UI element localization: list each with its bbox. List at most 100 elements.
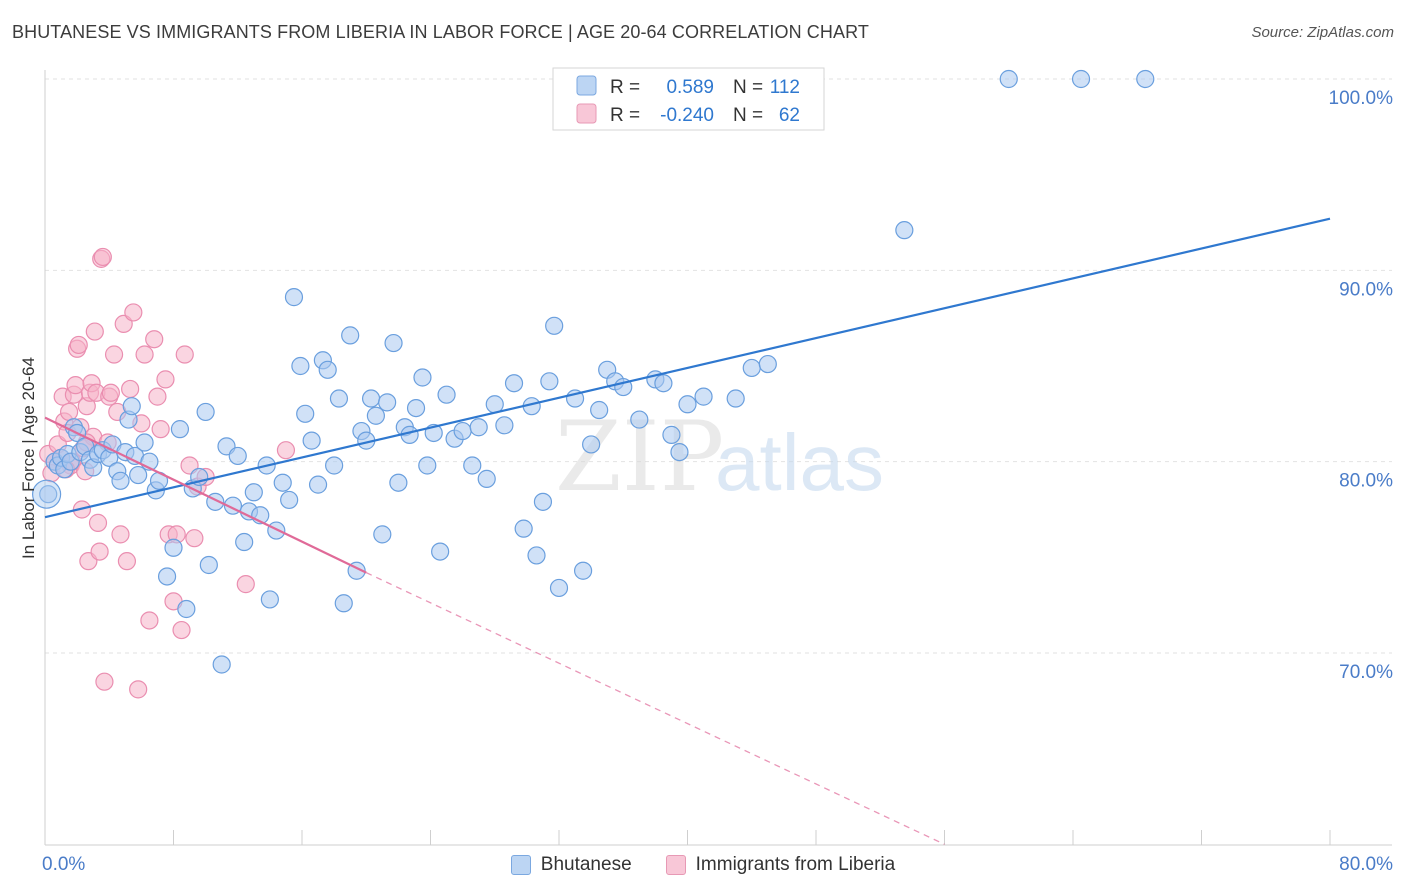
point-liberia-40 bbox=[124, 303, 143, 322]
grid-lines bbox=[45, 78, 1392, 654]
bottom-legend-swatch-bhutanese bbox=[510, 855, 531, 875]
point-liberia-39 bbox=[121, 379, 140, 399]
point-bhutanese-82 bbox=[477, 469, 496, 488]
point-bhutanese-90 bbox=[540, 372, 559, 391]
point-bhutanese-23 bbox=[129, 465, 148, 485]
point-bhutanese-51 bbox=[291, 356, 310, 376]
legend-r-label-b: R = bbox=[610, 105, 640, 126]
point-bhutanese-57 bbox=[325, 456, 344, 475]
bottom-legend-liberia: Immigrants from Liberia bbox=[665, 854, 896, 876]
point-liberia-29 bbox=[93, 247, 112, 267]
point-bhutanese-103 bbox=[662, 425, 681, 444]
trend-line-liberia bbox=[44, 416, 367, 574]
point-bhutanese-106 bbox=[694, 387, 713, 406]
point-bhutanese-58 bbox=[329, 389, 349, 408]
point-liberia-14 bbox=[69, 335, 88, 355]
y-tick-label-1: 80.0% bbox=[1339, 471, 1393, 492]
point-bhutanese-28 bbox=[157, 567, 177, 586]
trend-lines bbox=[44, 217, 1331, 845]
point-bhutanese-111 bbox=[999, 69, 1018, 89]
legend-n-value-a: 112 bbox=[770, 77, 800, 98]
y-tick-label-3: 100.0% bbox=[1329, 88, 1394, 109]
point-bhutanese-large bbox=[32, 479, 62, 509]
point-bhutanese-30 bbox=[170, 420, 190, 439]
point-bhutanese-37 bbox=[212, 655, 231, 674]
point-bhutanese-88 bbox=[527, 546, 546, 565]
point-bhutanese-86 bbox=[514, 519, 533, 538]
point-bhutanese-85 bbox=[504, 374, 524, 393]
chart-source: Source: ZipAtlas.com bbox=[1251, 24, 1394, 41]
watermark-atlas: atlas bbox=[715, 418, 884, 507]
point-bhutanese-96 bbox=[590, 400, 609, 420]
point-liberia-45 bbox=[145, 330, 164, 349]
point-bhutanese-18 bbox=[111, 471, 130, 490]
point-bhutanese-89 bbox=[533, 492, 553, 511]
point-bhutanese-102 bbox=[654, 374, 673, 393]
point-liberia-48 bbox=[156, 370, 175, 389]
point-bhutanese-54 bbox=[308, 475, 328, 494]
point-bhutanese-91 bbox=[545, 316, 564, 335]
legend-r-value-a: 0.589 bbox=[666, 77, 714, 98]
point-bhutanese-49 bbox=[280, 490, 299, 510]
point-bhutanese-80 bbox=[463, 456, 482, 475]
legend-n-value-b: 62 bbox=[779, 105, 800, 126]
point-bhutanese-84 bbox=[495, 416, 514, 435]
point-liberia-44 bbox=[140, 611, 159, 630]
point-bhutanese-31 bbox=[177, 599, 196, 619]
point-bhutanese-48 bbox=[273, 473, 292, 492]
x-tick-labels: 0.0% 80.0% bbox=[42, 854, 1393, 875]
x-tick-label-0: 0.0% bbox=[42, 854, 85, 875]
bottom-legend-label-liberia: Immigrants from Liberia bbox=[695, 854, 896, 875]
point-bhutanese-68 bbox=[384, 333, 403, 353]
point-bhutanese-108 bbox=[742, 358, 761, 378]
bottom-legend: Bhutanese Immigrants from Liberia bbox=[0, 850, 1406, 880]
legend: R = 0.589 N = 112 R = -0.240 N = 62 bbox=[552, 67, 825, 131]
point-bhutanese-47 bbox=[267, 521, 286, 540]
legend-r-label-a: R = bbox=[610, 77, 640, 98]
point-bhutanese-24 bbox=[135, 433, 154, 452]
y-tick-label-2: 90.0% bbox=[1339, 279, 1393, 300]
point-bhutanese-72 bbox=[406, 398, 426, 418]
y-tick-label-0: 70.0% bbox=[1339, 662, 1393, 683]
point-bhutanese-79 bbox=[453, 421, 472, 441]
x-tick-label-1: 80.0% bbox=[1339, 854, 1393, 875]
point-liberia-41 bbox=[129, 680, 148, 699]
point-bhutanese-40 bbox=[228, 446, 247, 466]
legend-swatch-liberia bbox=[576, 103, 597, 124]
point-liberia-53 bbox=[175, 345, 194, 364]
point-bhutanese-64 bbox=[361, 389, 381, 408]
point-bhutanese-110 bbox=[895, 221, 914, 240]
point-bhutanese-59 bbox=[334, 594, 353, 613]
points-bhutanese bbox=[32, 69, 1155, 674]
point-liberia-38 bbox=[117, 552, 137, 571]
point-bhutanese-46 bbox=[260, 590, 279, 609]
point-bhutanese-0 bbox=[39, 485, 58, 504]
y-axis-label: In Labor Force | Age 20-64 bbox=[19, 357, 38, 559]
point-liberia-52 bbox=[172, 620, 191, 640]
bottom-legend-label-bhutanese: Bhutanese bbox=[540, 854, 632, 875]
point-liberia-59 bbox=[276, 441, 296, 460]
point-bhutanese-56 bbox=[318, 360, 337, 379]
point-liberia-47 bbox=[151, 420, 170, 439]
bottom-legend-swatch-liberia bbox=[665, 855, 686, 875]
point-liberia-34 bbox=[104, 345, 124, 364]
legend-n-label-b: N = bbox=[733, 105, 763, 126]
point-bhutanese-43 bbox=[244, 483, 263, 502]
point-bhutanese-69 bbox=[389, 473, 408, 492]
legend-r-value-b: -0.240 bbox=[660, 105, 714, 126]
point-bhutanese-113 bbox=[1136, 69, 1155, 89]
point-bhutanese-73 bbox=[413, 368, 432, 387]
point-bhutanese-52 bbox=[296, 404, 315, 423]
point-bhutanese-60 bbox=[341, 326, 360, 345]
point-bhutanese-112 bbox=[1071, 69, 1091, 89]
point-bhutanese-74 bbox=[418, 456, 437, 475]
point-bhutanese-66 bbox=[373, 525, 392, 544]
trend-line-liberia-extension bbox=[365, 572, 945, 845]
point-bhutanese-81 bbox=[469, 418, 488, 437]
y-tick-labels: 70.0% 80.0% 90.0% 100.0% bbox=[1329, 88, 1394, 683]
point-bhutanese-65 bbox=[366, 406, 385, 425]
bottom-legend-bhutanese: Bhutanese bbox=[510, 854, 632, 876]
point-liberia-24 bbox=[85, 322, 104, 341]
point-liberia-58 bbox=[236, 575, 255, 594]
point-bhutanese-94 bbox=[573, 561, 593, 580]
